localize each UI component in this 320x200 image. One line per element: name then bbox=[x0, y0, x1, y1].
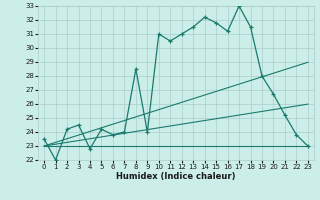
X-axis label: Humidex (Indice chaleur): Humidex (Indice chaleur) bbox=[116, 172, 236, 181]
